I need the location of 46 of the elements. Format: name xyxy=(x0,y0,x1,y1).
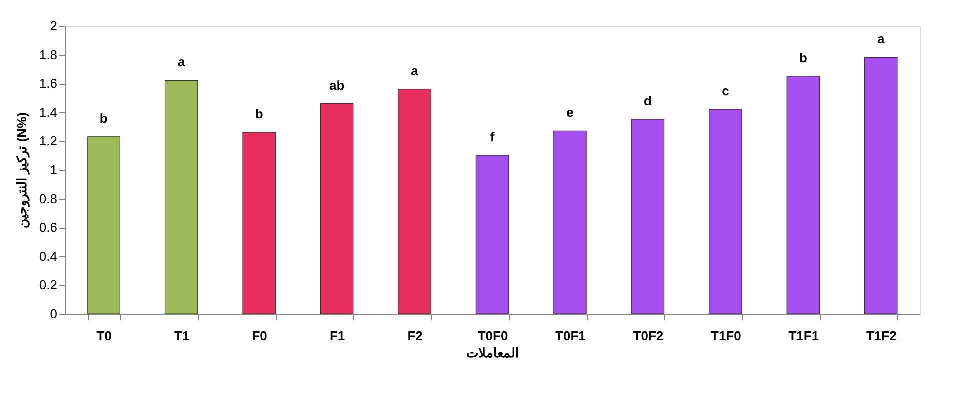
annotation: b xyxy=(799,50,808,66)
y-tick-label: 0.6 xyxy=(39,220,58,236)
y-tick-label: 0.8 xyxy=(39,191,58,206)
y-tick-label: 1.2 xyxy=(39,134,58,149)
x-tick-label: T1F0 xyxy=(711,328,742,344)
bar xyxy=(164,80,198,314)
annotation: d xyxy=(644,94,652,109)
annotation: a xyxy=(178,54,186,70)
x-tick-label: F0 xyxy=(252,328,268,344)
annotation: a xyxy=(878,32,886,47)
x-tick-label: T0 xyxy=(96,328,112,344)
bar xyxy=(864,57,898,314)
bar xyxy=(242,132,276,314)
x-tick-label: T0F2 xyxy=(633,328,664,344)
annotation: b xyxy=(255,106,264,122)
y-tick-label: 1.6 xyxy=(39,76,58,92)
y-axis-title: تركيز النتروجين (N%) xyxy=(14,112,30,228)
y-tick-label: 0.2 xyxy=(39,278,58,293)
bar xyxy=(786,76,820,314)
x-tick-label: T1 xyxy=(174,328,190,344)
bar xyxy=(476,155,510,314)
y-tick-label: 0 xyxy=(50,306,58,322)
bar xyxy=(398,89,432,314)
annotation: f xyxy=(490,130,496,145)
annotation: b xyxy=(100,110,108,126)
x-tick-label: T1F2 xyxy=(866,328,897,344)
bar xyxy=(87,136,120,314)
x-axis-title: المعاملات xyxy=(466,346,520,360)
annotation: c xyxy=(722,84,730,99)
x-tick-label: F2 xyxy=(408,328,423,344)
y-tick-label: 0.4 xyxy=(39,248,58,264)
annotation: ab xyxy=(329,78,345,93)
x-tick-label: T0F1 xyxy=(556,328,586,344)
y-tick-label: 2 xyxy=(50,18,58,34)
annotation: a xyxy=(411,63,420,78)
bar xyxy=(320,103,354,314)
x-tick-label: T0F0 xyxy=(478,328,508,344)
y-tick-label: 1 xyxy=(50,162,58,178)
y-tick-label: 1.4 xyxy=(39,104,58,120)
bar xyxy=(554,130,587,314)
y-tick-label: 1.8 xyxy=(39,47,58,62)
bar xyxy=(709,109,742,314)
bar xyxy=(631,119,665,314)
x-tick-label: T1F1 xyxy=(788,328,820,344)
x-tick-label: F1 xyxy=(330,328,346,344)
annotation: e xyxy=(566,105,574,120)
